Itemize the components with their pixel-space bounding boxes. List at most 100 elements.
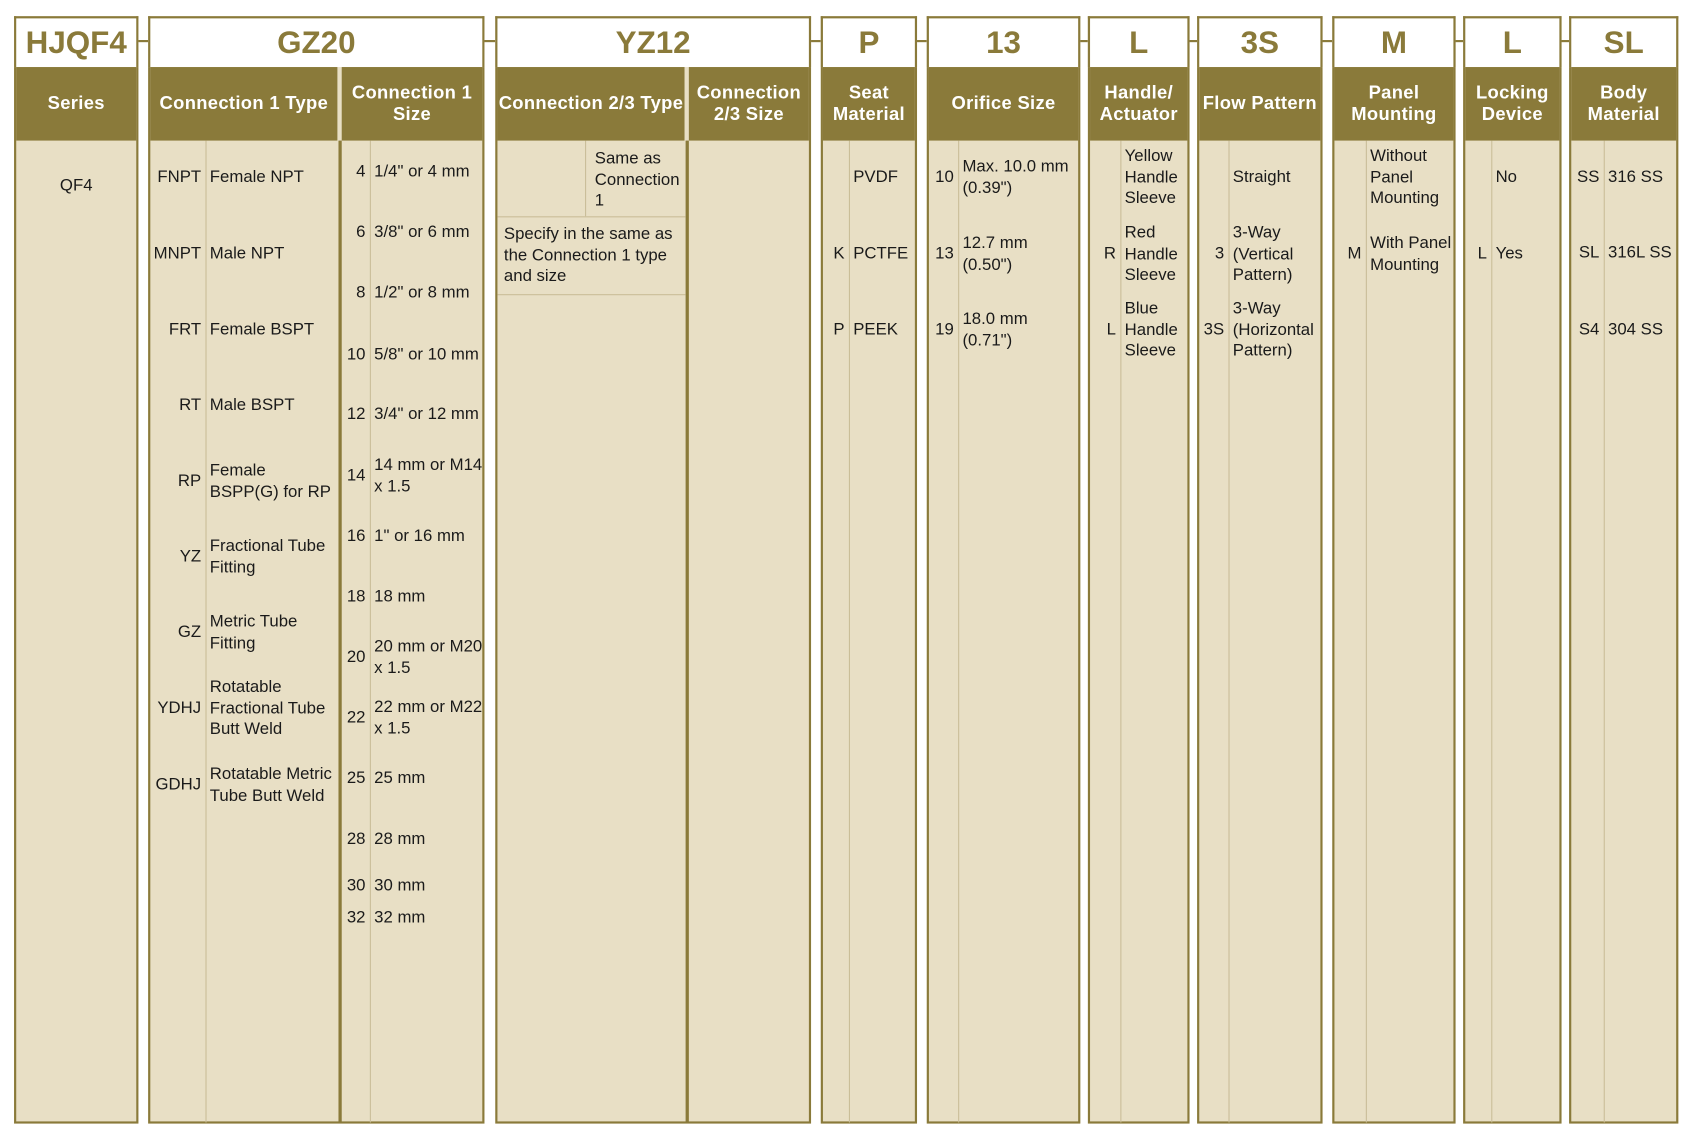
option-description: No: [1495, 167, 1518, 187]
option-description: 25 mm: [374, 769, 426, 788]
section-divider: [685, 140, 689, 1123]
code-box: P: [820, 16, 918, 68]
header-handle: Handle/ Actuator: [1090, 67, 1188, 141]
option-description: PEEK: [853, 320, 898, 339]
column-box: [14, 16, 139, 1124]
option-code: 14: [346, 466, 366, 485]
column-divider: [1603, 140, 1605, 1123]
option-code: SS: [1577, 167, 1600, 187]
column-divider: [1365, 140, 1367, 1123]
option-code: 10: [346, 345, 366, 364]
option-description: With Panel Mounting: [1370, 234, 1452, 274]
option-code: 30: [346, 876, 366, 895]
column-divider: [848, 140, 850, 1123]
option-description: 316L SS: [1608, 243, 1672, 262]
option-description: Female BSPP(G) for RP: [209, 461, 331, 501]
code-box: M: [1332, 16, 1456, 68]
code-box: L: [1087, 16, 1190, 68]
option-code: GZ: [177, 623, 202, 642]
option-description: 3-Way (Vertical Pattern): [1232, 223, 1294, 285]
header-panel: Panel Mounting: [1334, 67, 1454, 141]
connector-line: [1080, 40, 1088, 43]
option-code: 4: [356, 162, 366, 181]
option-description: PCTFE: [853, 244, 909, 264]
option-code: 3S: [1203, 320, 1225, 339]
option-code: GDHJ: [155, 775, 202, 795]
code-box: HJQF4: [14, 16, 139, 68]
header-conn23-size: Connection 2/3 Size: [688, 67, 809, 141]
header-locking: Locking Device: [1465, 67, 1560, 141]
column-box: [926, 16, 1081, 1124]
option-description: 5/8" or 10 mm: [374, 345, 479, 364]
option-description: 28 mm: [374, 829, 426, 849]
option-description: 30 mm: [374, 876, 426, 895]
column-box: [1332, 16, 1456, 1124]
option-code: 13: [935, 244, 954, 264]
option-description: Fractional Tube Fitting: [209, 536, 326, 577]
option-code: M: [1347, 244, 1362, 264]
option-description: 18.0 mm (0.71"): [962, 309, 1028, 350]
connector-line: [1189, 40, 1198, 43]
section-divider: [338, 140, 342, 1123]
option-code: 8: [356, 283, 366, 302]
same-as-connection-1: Same as Connection 1: [594, 149, 680, 210]
option-description: 20 mm or M20 x 1.5: [374, 637, 483, 677]
option-description: 32 mm: [374, 908, 426, 928]
option-code: L: [1477, 244, 1487, 264]
option-description: Male NPT: [209, 244, 285, 264]
code-box: 13: [926, 16, 1081, 68]
option-description: Male BSPT: [209, 396, 295, 415]
connector-line: [1561, 40, 1570, 43]
option-description: 12.7 mm (0.50"): [962, 234, 1028, 274]
connector-line: [1322, 40, 1333, 43]
option-code: 19: [935, 320, 954, 339]
option-code: 3: [1214, 244, 1225, 264]
option-description: Max. 10.0 mm (0.39"): [962, 157, 1069, 197]
code-box: SL: [1569, 16, 1679, 68]
option-description: 304 SS: [1608, 320, 1664, 339]
header-conn1-type: Connection 1 Type: [150, 67, 338, 141]
option-description: Blue Handle Sleeve: [1124, 299, 1178, 360]
connector-line: [917, 40, 927, 43]
option-description: Red Handle Sleeve: [1124, 223, 1178, 285]
option-description: PVDF: [853, 167, 898, 187]
series-value: QF4: [59, 176, 93, 195]
option-code: 6: [356, 223, 366, 242]
column-divider: [369, 140, 371, 1123]
column-box: [1569, 16, 1679, 1124]
option-code: YZ: [179, 547, 202, 566]
header-orifice: Orifice Size: [928, 67, 1079, 141]
cell-divider: [585, 140, 587, 217]
option-description: 316 SS: [1608, 167, 1664, 187]
option-code: 22: [346, 708, 366, 727]
header-conn23-type: Connection 2/3 Type: [497, 67, 685, 141]
column-divider: [1228, 140, 1230, 1123]
option-description: Metric Tube Fitting: [209, 612, 298, 653]
option-description: 1/4" or 4 mm: [374, 162, 470, 181]
column-divider: [1491, 140, 1493, 1123]
option-description: 3/4" or 12 mm: [374, 404, 479, 424]
option-description: 1" or 16 mm: [374, 526, 465, 546]
code-box: 3S: [1197, 16, 1323, 68]
option-code: 10: [935, 167, 954, 187]
connector-line: [484, 40, 496, 43]
column-box: [1087, 16, 1190, 1124]
option-description: 22 mm or M22 x 1.5: [374, 698, 483, 738]
connector-line: [811, 40, 821, 43]
option-description: Straight: [1232, 167, 1291, 187]
option-description: Rotatable Fractional Tube Butt Weld: [209, 677, 326, 739]
option-code: 28: [346, 829, 366, 849]
option-description: 3-Way (Horizontal Pattern): [1232, 299, 1314, 360]
option-code: MNPT: [153, 244, 202, 264]
specify-note: Specify in the same as the Connection 1 …: [503, 224, 673, 286]
option-code: R: [1103, 244, 1117, 264]
connector-line: [138, 40, 149, 43]
option-code: 18: [346, 587, 366, 606]
header-seat: Seat Material: [822, 67, 915, 141]
column-divider: [958, 140, 960, 1123]
option-description: 3/8" or 6 mm: [374, 223, 470, 242]
option-description: Female NPT: [209, 167, 304, 187]
option-code: SL: [1578, 243, 1600, 262]
option-code: 12: [346, 404, 366, 424]
